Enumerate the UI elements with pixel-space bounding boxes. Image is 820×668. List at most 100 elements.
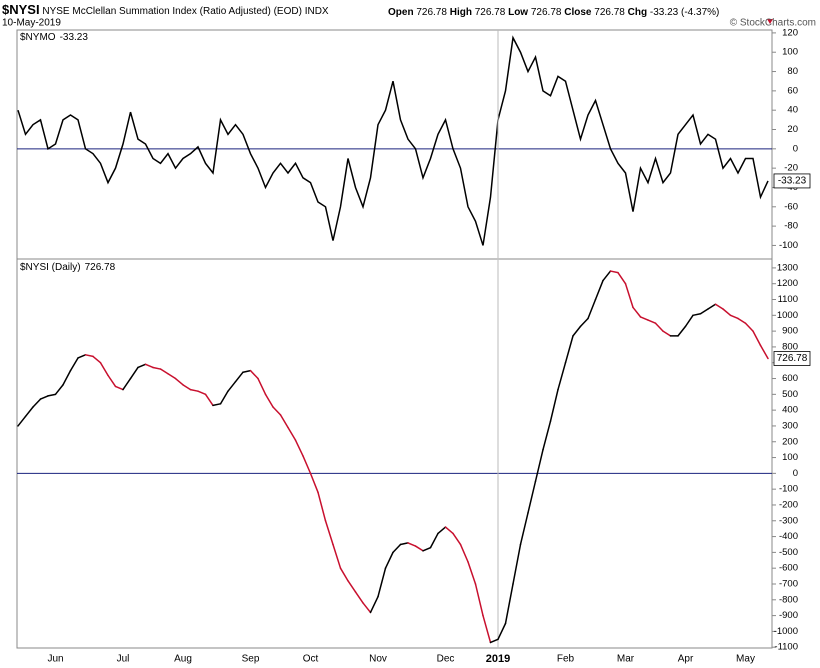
data-line-segment [272,406,282,416]
data-line-segment [362,602,372,614]
y-tick-label: -900 [779,610,798,621]
y-tick-label: -20 [784,163,798,174]
y-tick-label: 40 [787,105,798,116]
data-line-segment [354,591,364,604]
data-line-segment [339,567,349,582]
y-tick-label: 400 [782,405,798,416]
y-tick-label: 0 [793,143,798,154]
data-line-segment [632,306,642,318]
data-line-segment [512,543,522,585]
y-tick-label: 1000 [777,310,798,321]
x-tick-label: Oct [303,654,319,665]
data-line-segment [144,363,154,369]
data-line-segment [534,448,544,483]
symbol: $NYSI [2,2,40,17]
data-line-segment [167,373,177,380]
high-label: High [450,7,472,18]
data-line-segment [722,308,732,317]
data-line-segment [594,279,604,301]
y-tick-label: 0 [793,468,798,479]
x-tick-label: Jun [47,654,63,665]
data-line-segment [249,369,259,380]
data-line-segment [729,314,739,320]
data-line-segment [549,388,559,422]
data-line-segment [392,543,402,554]
data-line-segment [579,317,589,328]
data-line-segment [54,384,64,396]
data-line-segment [444,526,454,535]
data-line-segment [294,439,304,457]
data-line-segment [279,414,289,429]
data-line-segment [47,393,57,397]
data-line-segment [467,561,477,585]
data-line-segment [422,546,432,552]
data-line-segment [242,369,252,373]
low: 726.78 [531,7,562,18]
data-line-segment [122,377,132,391]
y-tick-label: 60 [787,85,798,96]
data-line-segment [452,532,462,546]
data-line-segment [609,270,619,274]
data-line-segment [399,542,409,546]
y-tick-label: -100 [779,240,798,251]
x-tick-label: Apr [678,654,694,665]
data-line-segment [692,312,702,317]
data-line-segment [654,322,664,332]
data-line-segment [482,614,492,644]
data-line-segment [332,543,342,569]
data-line-segment [407,542,417,547]
data-line-segment [737,317,747,324]
legend-value: -33.23 [60,32,89,43]
data-line-segment [677,325,687,337]
data-line-segment [24,406,34,418]
y-tick-label: 120 [782,27,798,38]
y-tick-label: -1100 [774,642,798,653]
y-tick-label: -60 [784,201,798,212]
data-line-segment [197,390,207,396]
chg-pct: (-4.37%) [681,7,719,18]
low-label: Low [508,7,528,18]
data-line-segment [204,393,214,407]
high: 726.78 [475,7,506,18]
copyright: © StockCharts.com [730,18,816,29]
data-line-segment [99,361,109,377]
y-tick-label: 1300 [777,262,798,273]
y-tick-label: -400 [779,531,798,542]
y-tick-label: 100 [782,452,798,463]
header-line: $NYSI NYSE McClellan Summation Index (Ra… [2,2,329,17]
y-tick-label: -1000 [774,626,798,637]
x-tick-label: Jul [117,654,130,665]
x-tick-label: Sep [242,654,260,665]
data-line-segment [474,583,484,617]
data-line-segment [347,580,357,593]
data-line-segment [77,354,87,359]
data-line-segment [459,543,469,563]
x-tick-label: Feb [557,654,575,665]
data-line-segment [219,390,229,405]
legend-entry: $NYMO -33.23 [20,32,88,43]
data-line-segment [377,567,387,598]
data-line-segment [174,377,184,386]
y-tick-label: -200 [779,499,798,510]
data-line-segment [17,415,27,427]
index-name: NYSE McClellan Summation Index (Ratio Ad… [42,6,302,17]
data-line-segment [429,532,439,549]
y-tick-label: -500 [779,547,798,558]
data-line-segment [69,357,79,372]
x-tick-label: 2019 [486,653,510,665]
data-line-segment [489,638,499,644]
data-line-segment [309,472,319,494]
data-line-segment [707,303,717,310]
y-tick-label: -100 [779,484,798,495]
last-value-box [773,173,811,189]
open-label: Open [388,7,414,18]
y-tick-label: 500 [782,389,798,400]
data-line-segment [497,622,507,641]
quote-line: Open 726.78 High 726.78 Low 726.78 Close… [388,7,719,18]
data-line-segment [107,374,117,388]
data-line-segment [84,354,94,358]
data-line-segment [744,322,754,332]
data-line-segment [152,366,162,370]
y-tick-label: 1100 [778,294,798,305]
